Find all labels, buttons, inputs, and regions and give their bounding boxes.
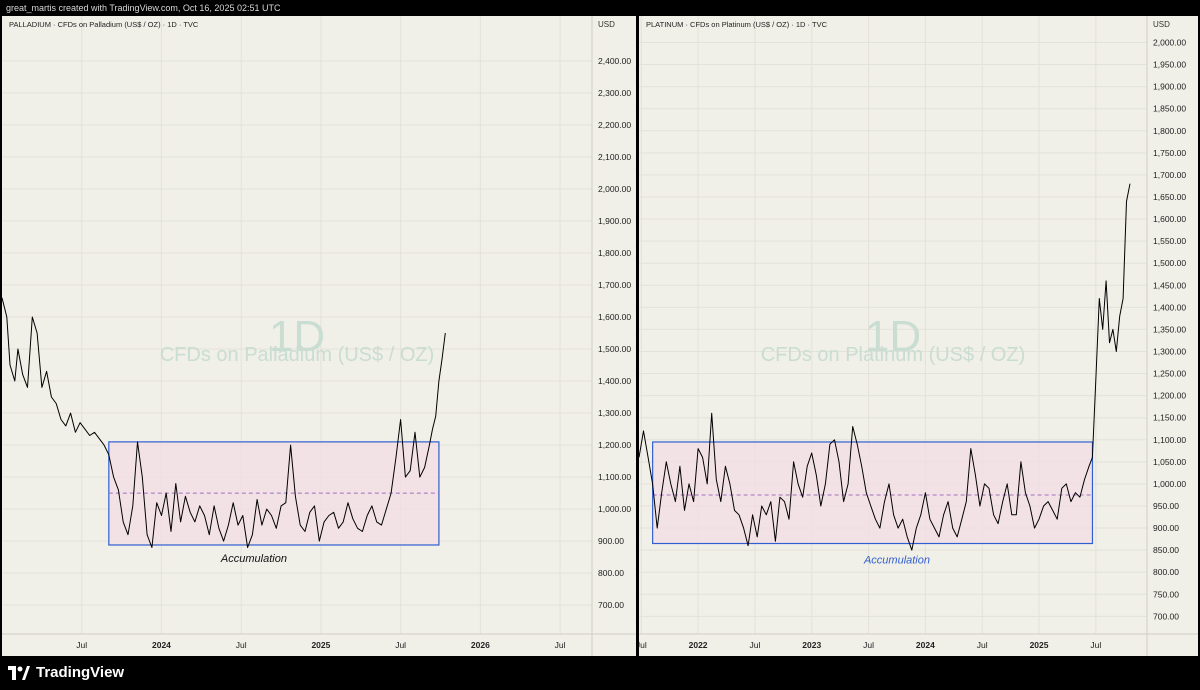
- y-tick-label: 2,000.00: [1153, 37, 1186, 47]
- y-tick-label: 700.00: [598, 600, 624, 610]
- y-tick-label: 750.00: [1153, 589, 1179, 599]
- credit-bar: great_martis created with TradingView.co…: [0, 0, 1200, 16]
- accumulation-label: Accumulation: [863, 554, 930, 566]
- y-tick-label: 1,200.00: [1153, 391, 1186, 401]
- y-tick-label: 1,150.00: [1153, 413, 1186, 423]
- price-line: [639, 183, 1131, 551]
- x-tick-label: 2024: [916, 640, 935, 650]
- watermark-interval: 1D: [269, 312, 325, 361]
- y-tick-label: 850.00: [1153, 545, 1179, 555]
- x-tick-label: Jul: [639, 640, 647, 650]
- y-tick-label: 1,100.00: [1153, 435, 1186, 445]
- y-tick-label: 1,450.00: [1153, 280, 1186, 290]
- brand-name: TradingView: [36, 664, 125, 681]
- x-tick-label: Jul: [395, 640, 406, 650]
- y-tick-label: 1,400.00: [598, 376, 631, 386]
- y-tick-label: 900.00: [1153, 523, 1179, 533]
- y-tick-label: 1,350.00: [1153, 324, 1186, 334]
- palladium-chart-title: PALLADIUM · CFDs on Palladium (US$ / OZ)…: [9, 20, 199, 29]
- x-tick-label: Jul: [749, 640, 760, 650]
- x-tick-label: Jul: [555, 640, 566, 650]
- y-tick-label: 1,500.00: [598, 344, 631, 354]
- x-tick-label: 2024: [152, 640, 171, 650]
- y-tick-label: 1,300.00: [598, 408, 631, 418]
- y-tick-label: 2,300.00: [598, 88, 631, 98]
- x-tick-label: Jul: [76, 640, 87, 650]
- tradingview-logo-icon: [8, 665, 30, 680]
- y-tick-label: 1,400.00: [1153, 302, 1186, 312]
- y-tick-label: 1,600.00: [598, 312, 631, 322]
- y-tick-label: 1,900.00: [1153, 82, 1186, 92]
- platinum-chart-panel[interactable]: 1D CFDs on Platinum (US$ / OZ) Accumulatio…: [639, 16, 1198, 656]
- y-tick-label: 2,200.00: [598, 120, 631, 130]
- y-tick-label: 2,400.00: [598, 56, 631, 66]
- y-tick-label: 1,850.00: [1153, 104, 1186, 114]
- y-tick-label: 800.00: [598, 568, 624, 578]
- x-tick-label: Jul: [236, 640, 247, 650]
- y-tick-label: 2,100.00: [598, 152, 631, 162]
- y-tick-label: 1,100.00: [598, 472, 631, 482]
- footer-bar: TradingView: [0, 656, 1200, 690]
- x-tick-label: 2023: [802, 640, 821, 650]
- y-tick-label: 900.00: [598, 536, 624, 546]
- x-tick-label: 2025: [311, 640, 330, 650]
- y-tick-label: 1,550.00: [1153, 236, 1186, 246]
- y-tick-label: 1,000.00: [1153, 479, 1186, 489]
- y-tick-label: 1,000.00: [598, 504, 631, 514]
- y-tick-label: 2,000.00: [598, 184, 631, 194]
- y-tick-label: 1,600.00: [1153, 214, 1186, 224]
- y-tick-label: 950.00: [1153, 501, 1179, 511]
- y-tick-label: 1,700.00: [1153, 170, 1186, 180]
- platinum-chart-title: PLATINUM · CFDs on Platinum (US$ / OZ) ·…: [646, 20, 827, 29]
- currency-label: USD: [598, 20, 615, 29]
- accumulation-label: Accumulation: [220, 553, 287, 565]
- x-tick-label: Jul: [977, 640, 988, 650]
- price-line: [2, 297, 446, 548]
- credit-text: great_martis created with TradingView.co…: [6, 3, 281, 13]
- y-tick-label: 1,700.00: [598, 280, 631, 290]
- y-tick-label: 700.00: [1153, 611, 1179, 621]
- y-tick-label: 1,050.00: [1153, 457, 1186, 467]
- y-tick-label: 1,950.00: [1153, 60, 1186, 70]
- y-tick-label: 1,900.00: [598, 216, 631, 226]
- y-tick-label: 1,750.00: [1153, 148, 1186, 158]
- watermark-name: CFDs on Palladium (US$ / OZ): [160, 344, 435, 366]
- palladium-chart-panel[interactable]: 1D CFDs on Palladium (US$ / OZ) Accumulati…: [2, 16, 636, 656]
- tradingview-logo[interactable]: TradingView: [8, 664, 124, 681]
- x-tick-label: 2025: [1030, 640, 1049, 650]
- x-tick-label: 2026: [471, 640, 490, 650]
- y-tick-label: 800.00: [1153, 567, 1179, 577]
- y-tick-label: 1,800.00: [598, 248, 631, 258]
- x-tick-label: 2022: [689, 640, 708, 650]
- accumulation-box: [652, 441, 1094, 545]
- y-tick-label: 1,800.00: [1153, 126, 1186, 136]
- currency-label: USD: [1153, 20, 1170, 29]
- watermark-interval: 1D: [865, 312, 921, 361]
- y-tick-label: 1,200.00: [598, 440, 631, 450]
- y-tick-label: 1,500.00: [1153, 258, 1186, 268]
- watermark-name: CFDs on Platinum (US$ / OZ): [761, 344, 1026, 366]
- x-tick-label: Jul: [1090, 640, 1101, 650]
- y-tick-label: 1,300.00: [1153, 346, 1186, 356]
- x-tick-label: Jul: [863, 640, 874, 650]
- y-tick-label: 1,650.00: [1153, 192, 1186, 202]
- y-tick-label: 1,250.00: [1153, 369, 1186, 379]
